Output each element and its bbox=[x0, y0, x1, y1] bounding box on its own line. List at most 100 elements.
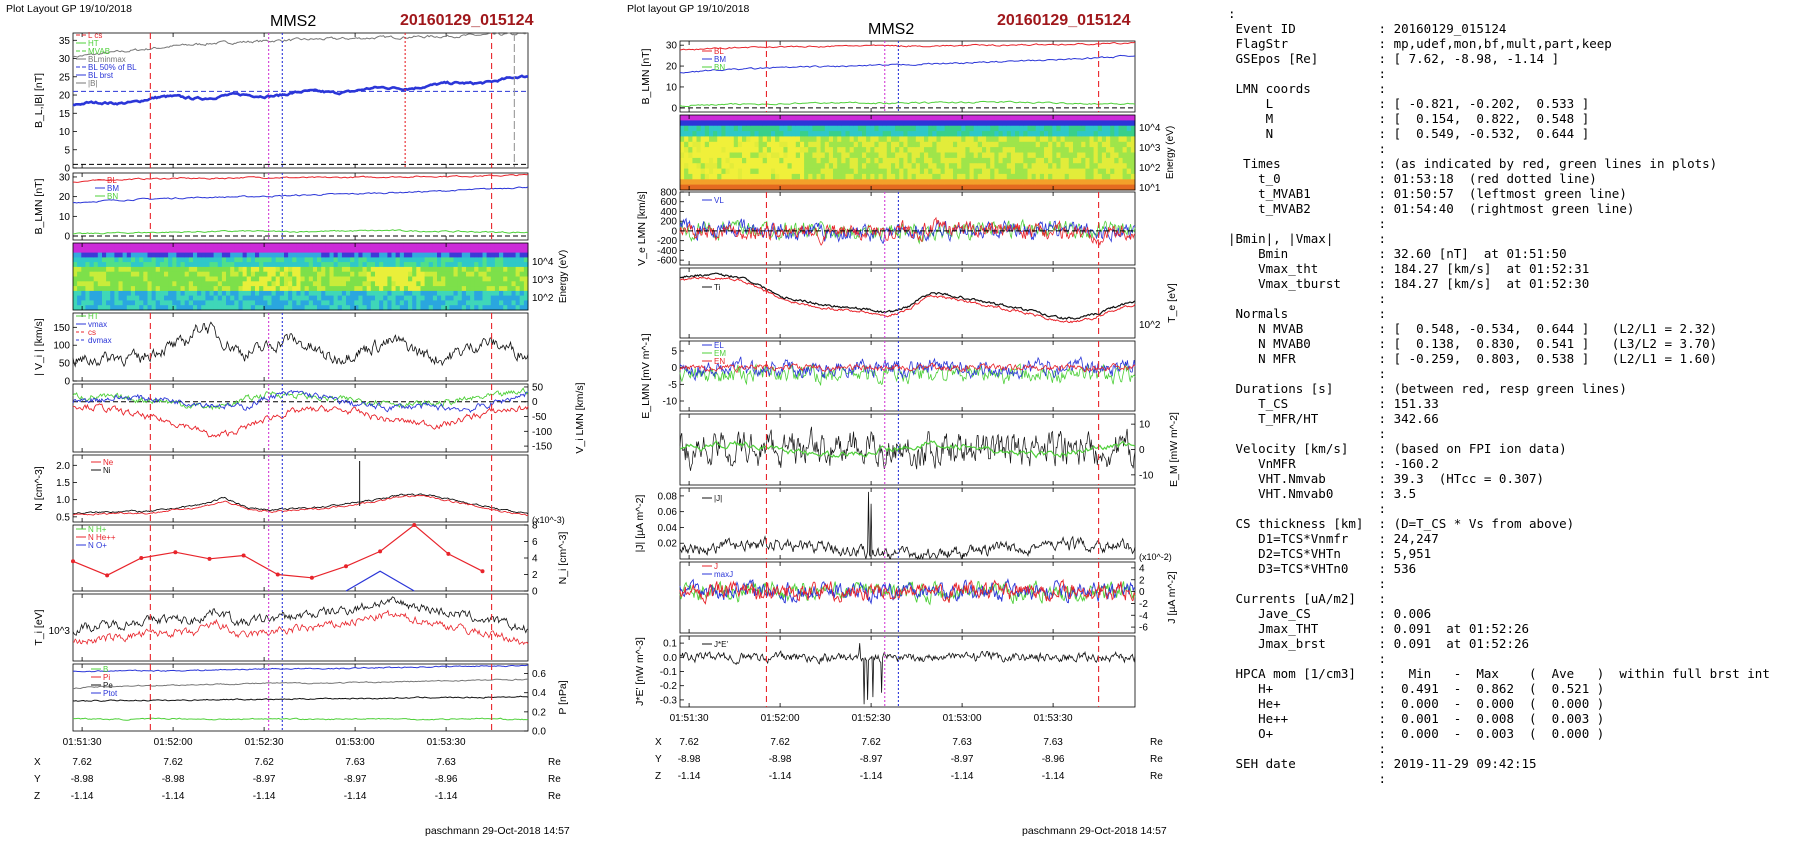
spectrogram-cell bbox=[1126, 163, 1132, 169]
spectrogram-cell bbox=[1077, 168, 1082, 175]
spectrogram-cell bbox=[1122, 163, 1128, 169]
spectrogram-cell bbox=[1126, 147, 1132, 153]
spectrogram-cell bbox=[837, 136, 842, 143]
spectrogram-cell bbox=[300, 276, 305, 282]
position-value: -1.14 bbox=[435, 791, 458, 802]
spectrogram-cell bbox=[998, 141, 1003, 148]
spectrogram-cell bbox=[73, 257, 78, 263]
spectrogram-cell bbox=[126, 290, 132, 297]
spectrogram-cell bbox=[853, 163, 859, 169]
spectrogram-cell bbox=[350, 286, 355, 292]
spectrogram-cell bbox=[383, 271, 388, 277]
spectrogram-cell bbox=[494, 247, 500, 253]
spectrogram-cell bbox=[973, 179, 979, 186]
spectrogram-cell bbox=[758, 136, 764, 143]
spectrogram-cell bbox=[1110, 179, 1115, 186]
spectrogram-cell bbox=[1106, 168, 1111, 175]
spectrogram-cell bbox=[370, 300, 376, 306]
spectrogram-cell bbox=[89, 266, 94, 273]
spectrogram-cell bbox=[325, 257, 330, 263]
spectrogram-cell bbox=[395, 271, 401, 277]
time-tick-label: 01:53:30 bbox=[427, 737, 466, 748]
ylabel-pressure: P [nPa] bbox=[557, 680, 569, 714]
spectrogram-cell bbox=[164, 266, 169, 273]
spectrogram-cell bbox=[936, 125, 941, 132]
spectrogram-cell bbox=[845, 115, 850, 121]
spectrogram-cell bbox=[370, 262, 376, 268]
spectrogram-cell bbox=[919, 168, 925, 175]
spectrogram-cell bbox=[746, 173, 751, 180]
spectrogram-cell bbox=[1060, 141, 1065, 148]
spectrogram-cell bbox=[1060, 157, 1065, 164]
spectrogram-cell bbox=[110, 243, 115, 249]
spectrogram-cell bbox=[957, 141, 962, 148]
spectrogram-cell bbox=[725, 163, 730, 169]
spectrogram-cell bbox=[288, 262, 293, 268]
spectrogram-cell bbox=[263, 266, 268, 273]
spectrogram-cell bbox=[375, 266, 380, 273]
spectrogram-cell bbox=[1077, 141, 1082, 148]
spectrogram-cell bbox=[312, 243, 318, 249]
spectrogram-cell bbox=[957, 115, 962, 121]
spectrogram-cell bbox=[213, 295, 219, 301]
spectrogram-cell bbox=[791, 141, 797, 148]
spectrogram-cell bbox=[812, 163, 817, 169]
spectrogram-cell bbox=[193, 271, 198, 277]
spectrogram-cell bbox=[684, 147, 689, 153]
spectrogram-cell bbox=[317, 300, 322, 306]
spectrogram-cell bbox=[523, 305, 529, 311]
spectrogram-cell bbox=[523, 257, 529, 263]
spectrogram-cell bbox=[754, 120, 759, 127]
spectrogram-cell bbox=[346, 257, 351, 263]
spectrogram-cell bbox=[346, 286, 351, 292]
spectrogram-cell bbox=[499, 300, 504, 306]
spectrogram-cell bbox=[503, 252, 508, 258]
spectrogram-cell bbox=[346, 276, 351, 282]
spectrogram-cell bbox=[395, 243, 401, 249]
spectrogram-cell bbox=[700, 163, 706, 169]
summary-line: Currents [uA/m2] : bbox=[1228, 591, 1387, 606]
spectrogram-cell bbox=[812, 152, 817, 159]
legend-entry: BLminmax bbox=[88, 55, 126, 64]
spectrogram-cell bbox=[932, 163, 937, 169]
spectrogram-cell bbox=[837, 157, 842, 164]
spectrogram-cell bbox=[696, 173, 701, 180]
spectrogram-cell bbox=[986, 147, 991, 153]
spectrogram-cell bbox=[325, 300, 330, 306]
spectrogram-cell bbox=[424, 257, 430, 263]
spectrogram-cell bbox=[350, 295, 355, 301]
spectrogram-cell bbox=[841, 125, 846, 132]
spectrogram-cell bbox=[403, 257, 409, 263]
spectrogram-cell bbox=[957, 168, 962, 175]
spectrogram-cell bbox=[147, 257, 152, 263]
spectrogram-cell bbox=[1093, 152, 1099, 159]
spectrogram-cell bbox=[188, 252, 194, 258]
spectrogram-cell bbox=[437, 266, 442, 273]
spectrogram-cell bbox=[1097, 141, 1103, 148]
y-tick-label: -150 bbox=[532, 442, 552, 453]
spectrogram-cell bbox=[387, 276, 392, 282]
spectrogram-cell bbox=[841, 131, 846, 137]
spectrogram-cell bbox=[139, 286, 144, 292]
spectrogram-cell bbox=[1015, 147, 1020, 153]
spectrogram-cell bbox=[915, 125, 921, 132]
spectrogram-cell bbox=[242, 295, 248, 301]
spectrogram-cell bbox=[168, 300, 173, 306]
spectrogram-cell bbox=[490, 243, 496, 249]
spectrogram-cell bbox=[1052, 152, 1057, 159]
spectrogram-cell bbox=[1130, 179, 1136, 186]
spectrogram-cell bbox=[486, 262, 492, 268]
spectrogram-cell bbox=[288, 243, 293, 249]
position-unit: Re bbox=[548, 757, 561, 768]
panel-Vi-LMN: 500-50-100-150 V_i LMN [km/s] bbox=[72, 382, 586, 454]
spectrogram-cell bbox=[184, 295, 190, 301]
spectrogram-cell bbox=[828, 163, 834, 169]
spectrogram-cell bbox=[110, 262, 115, 268]
spectrogram-cell bbox=[1085, 157, 1090, 164]
spectrogram-cell bbox=[717, 115, 722, 121]
y-tick-label: 10^3 bbox=[532, 275, 554, 286]
spectrogram-cell bbox=[982, 168, 987, 175]
spectrogram-cell bbox=[168, 266, 173, 273]
